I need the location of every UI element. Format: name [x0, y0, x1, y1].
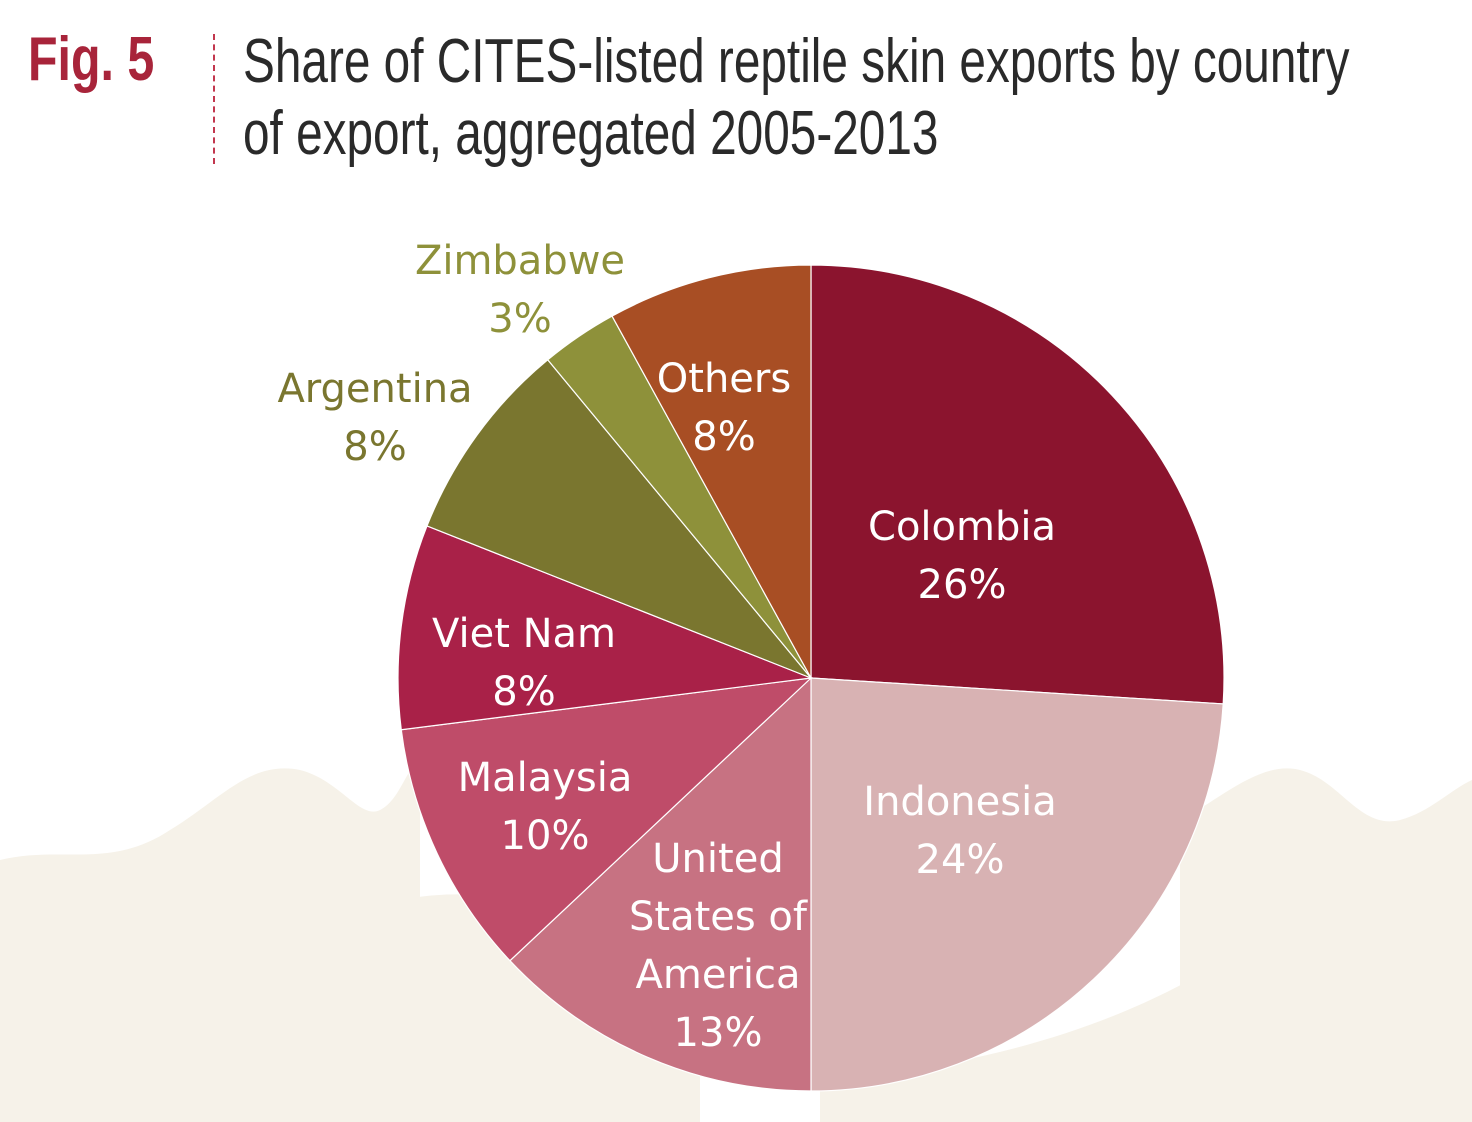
slice-label-united-states-of-america: United States of America 13% [629, 836, 808, 1056]
pie-slice-viet-nam [397, 525, 812, 731]
pie-slice-indonesia [810, 677, 1224, 1092]
pie-labels: Colombia 26% Indonesia 24% United States of Am… [277, 238, 1056, 1056]
slice-value-label: 13% [674, 1010, 763, 1056]
pie-slice-colombia [810, 264, 1225, 705]
slice-name-label: United [652, 836, 783, 882]
slice-name-label: Malaysia [458, 755, 633, 801]
slice-label-colombia: Colombia 26% [868, 504, 1056, 608]
slice-name-label: States of [629, 894, 808, 940]
slice-label-malaysia: Malaysia 10% [458, 755, 633, 859]
slice-name-label: Zimbabwe [415, 238, 625, 284]
slice-name-label: Argentina [277, 366, 472, 412]
figure-header: Fig. 5 Share of CITES-listed reptile ski… [0, 0, 1472, 200]
slice-name-label: Viet Nam [432, 611, 616, 657]
figure-number: Fig. 5 [28, 25, 155, 94]
title-divider [213, 34, 215, 164]
pie-slices [397, 264, 1225, 1092]
slice-value-label: 8% [492, 669, 555, 715]
pie-slice-others [611, 264, 812, 679]
foliage-shape [0, 760, 420, 1122]
slice-name-label: Indonesia [863, 779, 1056, 825]
slice-name-label: America [636, 952, 801, 998]
slice-name-label: Others [657, 356, 791, 402]
figure-title: Share of CITES-listed reptile skin expor… [243, 27, 1350, 168]
slice-value-label: 8% [692, 414, 755, 460]
slice-label-zimbabwe: Zimbabwe 3% [415, 238, 625, 342]
slice-value-label: 3% [488, 296, 551, 342]
slice-value-label: 8% [343, 424, 406, 470]
slice-value-label: 26% [918, 562, 1007, 608]
slice-label-viet-nam: Viet Nam 8% [432, 611, 616, 715]
slice-name-label: Colombia [868, 504, 1056, 550]
slice-label-argentina: Argentina 8% [277, 366, 472, 470]
pie-slice-malaysia [400, 677, 813, 962]
slice-label-others: Others 8% [657, 356, 791, 460]
pie-slice-argentina [426, 358, 812, 679]
slice-value-label: 10% [501, 813, 590, 859]
slice-value-label: 24% [916, 837, 1005, 883]
foliage-shape [1180, 768, 1472, 1122]
pie-slice-united-states-of-america [509, 676, 812, 1092]
slice-label-indonesia: Indonesia 24% [863, 779, 1056, 883]
foliage-shape [820, 980, 1190, 1122]
